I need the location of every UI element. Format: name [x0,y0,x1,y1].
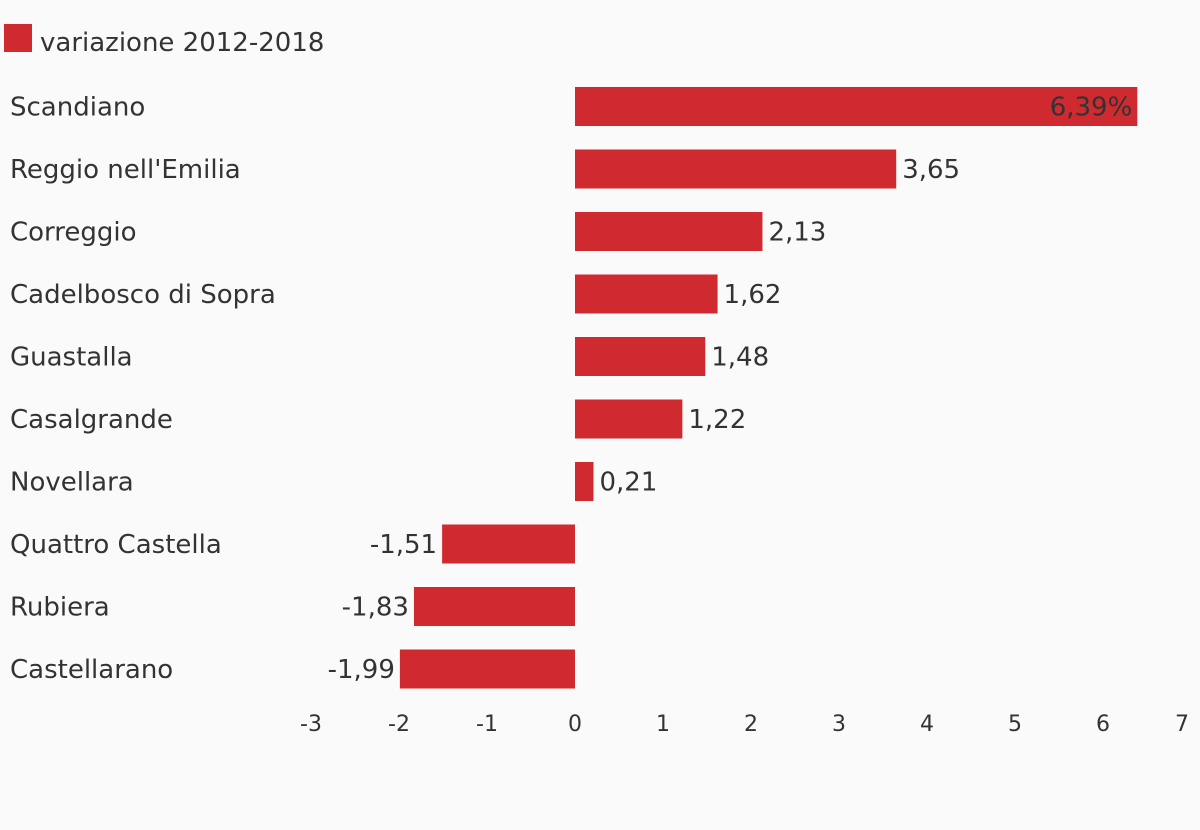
legend-swatch [4,24,32,52]
category-label: Cadelbosco di Sopra [10,280,276,310]
value-labels: 6,39% 3,65 2,13 1,62 1,48 1,22 0,21 -1,51 -1,83 -… [328,93,1133,686]
bars [399,87,1138,689]
data-label: -1,83 [342,593,409,623]
x-tick-label: 5 [1008,712,1022,737]
category-labels: Scandiano Reggio nell'Emilia Correggio Cade… [10,93,276,686]
data-label: 1,48 [711,343,769,373]
legend-label: variazione 2012-2018 [40,28,324,58]
x-tick-label: 2 [744,712,758,737]
x-tick-label: 4 [920,712,934,737]
x-tick-label: 7 [1175,712,1189,737]
data-label: 3,65 [902,155,960,185]
bar [575,274,718,314]
x-tick-label: 6 [1096,712,1110,737]
data-label: 2,13 [768,218,826,248]
category-label: Casalgrande [10,405,173,435]
x-tick-label: 3 [832,712,846,737]
category-label: Rubiera [10,593,110,623]
bar [575,399,683,439]
category-label: Quattro Castella [10,530,222,560]
category-label: Guastalla [10,343,133,373]
bar [575,337,706,376]
data-label: 1,62 [724,280,782,310]
data-label: -1,51 [370,530,437,560]
x-tick-label: -1 [476,712,498,737]
x-tick-label: 1 [656,712,670,737]
bar [413,587,575,626]
bar [442,524,575,564]
category-label: Reggio nell'Emilia [10,155,241,185]
legend: variazione 2012-2018 [4,24,324,58]
x-tick-label: -2 [388,712,410,737]
data-label: 0,21 [599,468,657,498]
category-label: Castellarano [10,655,173,685]
bar [399,649,575,689]
x-tick-label: -3 [300,712,322,737]
bar [575,87,1138,126]
bar [575,462,594,501]
data-label: -1,99 [328,655,395,685]
x-tick-label: 0 [568,712,582,737]
category-label: Novellara [10,468,134,498]
bar [575,212,763,251]
x-axis: -3 -2 -1 0 1 2 3 4 5 6 7 [300,712,1189,737]
bar [575,149,897,189]
category-label: Scandiano [10,93,145,123]
data-label: 1,22 [688,405,746,435]
category-label: Correggio [10,218,137,248]
data-label: 6,39% [1050,93,1133,123]
